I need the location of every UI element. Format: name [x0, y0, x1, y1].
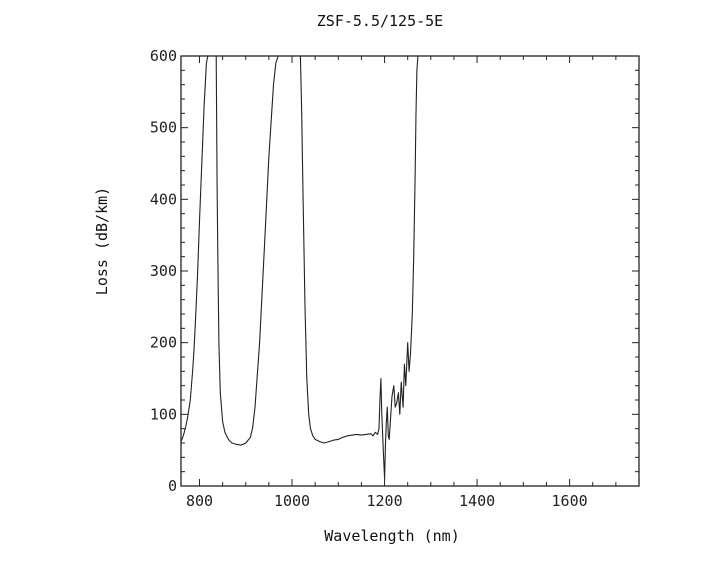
y-tick-labels: 0 100 200 300 400 500 600	[150, 47, 177, 495]
loss-curve	[180, 55, 421, 480]
y-tick-label: 300	[150, 262, 177, 280]
x-tick-label: 800	[186, 492, 213, 510]
y-tick-label: 600	[150, 47, 177, 65]
y-tick-label: 500	[150, 119, 177, 137]
x-tick-label: 1400	[459, 492, 495, 510]
x-tick-label: 1200	[366, 492, 402, 510]
y-tick-label: 200	[150, 334, 177, 352]
chart-title: ZSF-5.5/125-5E	[317, 12, 443, 30]
plot-frame	[180, 55, 640, 487]
x-tick-labels: 800 1000 1200 1400 1600	[186, 492, 588, 510]
y-tick-label: 0	[168, 477, 177, 495]
y-tick-label: 400	[150, 190, 177, 208]
tick-marks	[181, 55, 640, 487]
x-tick-label: 1600	[552, 492, 588, 510]
y-axis-label: Loss (dB/km)	[93, 187, 111, 295]
x-tick-label: 1000	[274, 492, 310, 510]
x-axis-label: Wavelength (nm)	[324, 527, 459, 545]
y-tick-label: 100	[150, 405, 177, 423]
